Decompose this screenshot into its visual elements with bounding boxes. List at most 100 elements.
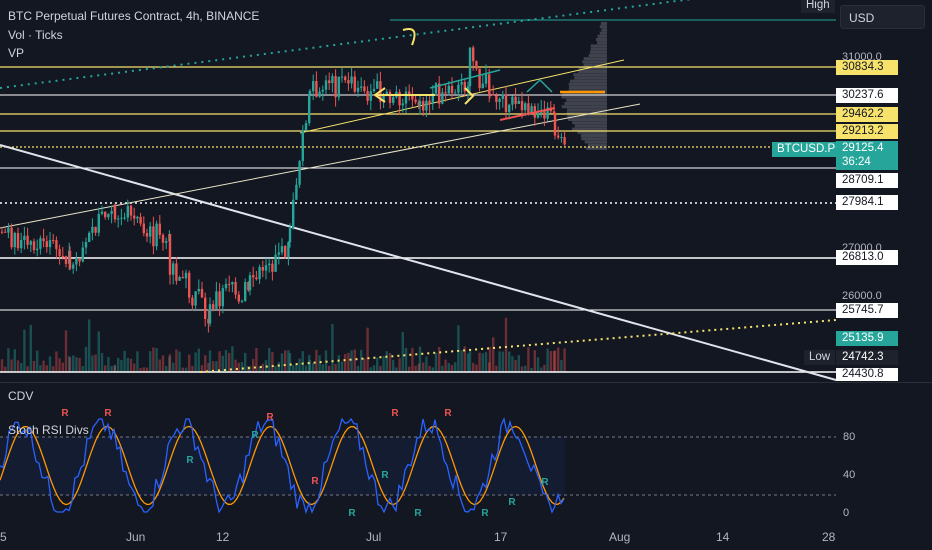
volume-bar bbox=[165, 365, 168, 372]
volume-profile-bar bbox=[600, 22, 607, 25]
volume-profile-bar bbox=[577, 130, 607, 134]
pane-separator[interactable] bbox=[0, 382, 932, 383]
volume-bar bbox=[107, 357, 110, 372]
volume-bar bbox=[215, 361, 218, 372]
volume-profile-bar bbox=[583, 57, 607, 61]
volume-bar bbox=[175, 349, 178, 372]
volume-bar bbox=[72, 355, 75, 372]
volume-indicator-label[interactable]: Vol · Ticks bbox=[8, 28, 63, 42]
candle-body bbox=[530, 106, 533, 114]
volume-bar bbox=[231, 346, 234, 372]
volume-bar bbox=[287, 350, 290, 372]
red-channel-line bbox=[499, 107, 556, 121]
time-tick: 28 bbox=[822, 530, 836, 544]
divergence-marker-label: R bbox=[348, 508, 356, 519]
candle-body bbox=[404, 91, 408, 104]
volume-profile bbox=[561, 22, 607, 150]
volume-bar bbox=[434, 352, 438, 372]
candle-body bbox=[126, 205, 129, 218]
volume-profile-bar bbox=[583, 63, 607, 67]
candle-body bbox=[408, 91, 411, 94]
volume-bar bbox=[382, 356, 385, 372]
volume-bar bbox=[168, 354, 172, 372]
volume-profile-bar bbox=[599, 31, 607, 35]
volume-profile-bar bbox=[590, 44, 607, 48]
volume-bar bbox=[356, 365, 360, 372]
volume-bar bbox=[363, 358, 366, 372]
candle-body bbox=[224, 283, 228, 289]
volume-bar bbox=[110, 366, 113, 372]
volume-bar bbox=[152, 347, 155, 372]
candle-body bbox=[13, 233, 16, 248]
candle-body bbox=[136, 216, 139, 219]
candle-body bbox=[287, 242, 290, 257]
volume-bar bbox=[23, 329, 26, 372]
volume-bar bbox=[145, 367, 149, 372]
volume-bar bbox=[543, 364, 546, 372]
volume-profile-bar bbox=[566, 98, 607, 102]
volume-bar bbox=[492, 337, 495, 372]
candle-body bbox=[347, 80, 350, 84]
candle-body bbox=[478, 68, 481, 89]
candle-body bbox=[520, 100, 524, 111]
volume-bar bbox=[315, 349, 318, 372]
candlesticks bbox=[0, 45, 566, 333]
candle-body bbox=[221, 288, 224, 307]
candle-body bbox=[560, 136, 563, 138]
candle-body bbox=[447, 85, 450, 94]
descending-trend-line bbox=[0, 144, 837, 381]
candle-body bbox=[16, 233, 20, 249]
volume-bar bbox=[16, 360, 20, 372]
volume-bar bbox=[168, 356, 171, 372]
volume-bar bbox=[84, 346, 88, 372]
volume-bar bbox=[438, 347, 441, 372]
candle-body bbox=[129, 205, 133, 216]
volume-bar bbox=[549, 350, 552, 372]
volume-profile-bar bbox=[562, 92, 607, 96]
candle-body bbox=[328, 80, 331, 84]
candle-body bbox=[175, 263, 178, 281]
candle-body bbox=[58, 249, 61, 256]
volume-bar bbox=[546, 348, 549, 372]
vp-indicator-label[interactable]: VP bbox=[8, 46, 25, 60]
divergence-marker-label: R bbox=[414, 508, 422, 519]
price-label: 30834.3 bbox=[836, 60, 898, 75]
candle-body bbox=[508, 104, 511, 112]
volume-bar bbox=[466, 353, 470, 372]
cdv-indicator-label[interactable]: CDV bbox=[8, 389, 34, 403]
candle-body bbox=[304, 123, 308, 131]
volume-bar bbox=[340, 361, 344, 372]
volume-bar bbox=[504, 317, 508, 372]
candle-body bbox=[48, 240, 52, 248]
candle-body bbox=[501, 94, 504, 99]
candle-body bbox=[524, 103, 527, 111]
price-label: 30237.6 bbox=[836, 88, 898, 103]
volume-bar bbox=[20, 362, 23, 372]
volume-profile-bar bbox=[568, 118, 607, 121]
volume-bar bbox=[372, 365, 376, 372]
candle-body bbox=[100, 211, 104, 214]
volume-bar bbox=[312, 363, 315, 372]
candle-body bbox=[511, 96, 514, 105]
symbol-title[interactable]: BTC Perpetual Futures Contract, 4h, BINA… bbox=[8, 9, 260, 23]
candle-body bbox=[546, 107, 549, 119]
volume-bar bbox=[376, 357, 379, 372]
teal-triangle bbox=[526, 78, 553, 93]
candle-body bbox=[117, 218, 120, 220]
currency-button[interactable]: USD bbox=[840, 5, 925, 29]
divergence-marker-label: R bbox=[391, 408, 399, 419]
time-tick: 17 bbox=[494, 530, 508, 544]
volume-bar bbox=[450, 364, 454, 372]
candle-body bbox=[369, 91, 372, 101]
volume-profile-bar bbox=[582, 60, 607, 64]
volume-bar bbox=[200, 365, 204, 372]
volume-bar bbox=[520, 366, 524, 372]
volume-bar bbox=[224, 350, 228, 372]
candle-body bbox=[161, 234, 165, 243]
stoch-rsi-label[interactable]: Stoch RSI Divs bbox=[8, 423, 89, 437]
candle-body bbox=[422, 101, 425, 111]
volume-bar bbox=[29, 325, 32, 372]
volume-bar bbox=[248, 366, 252, 372]
